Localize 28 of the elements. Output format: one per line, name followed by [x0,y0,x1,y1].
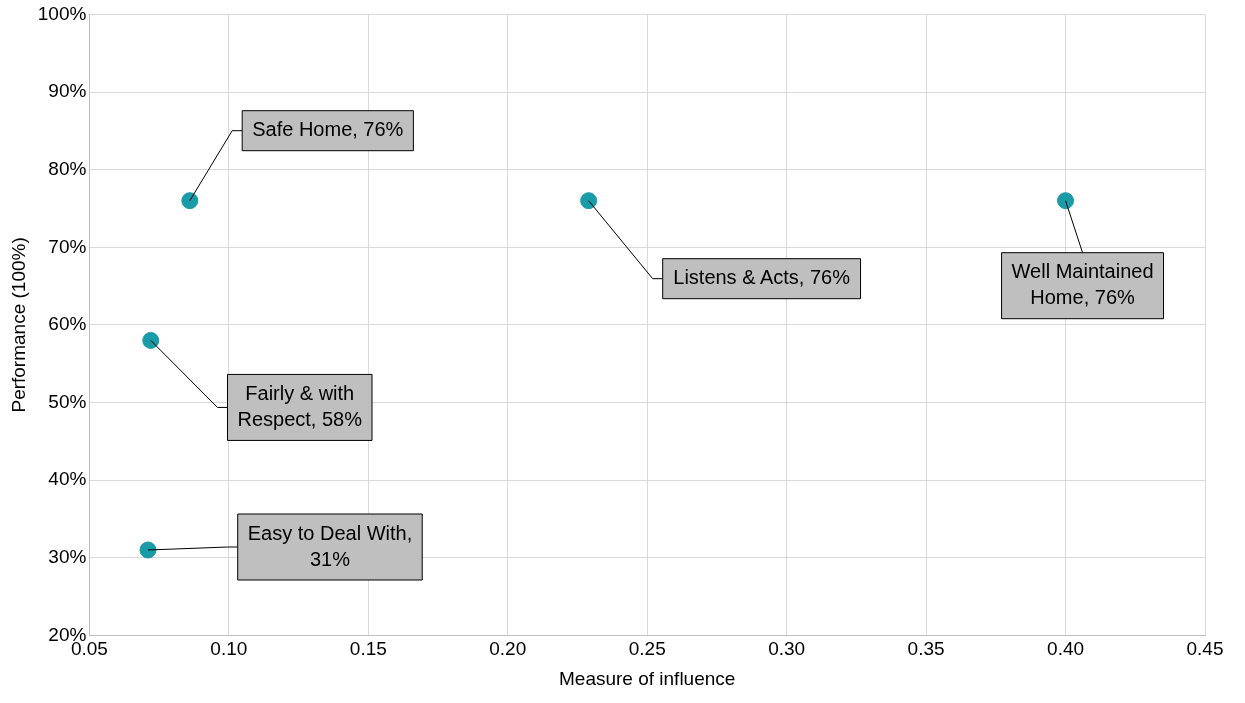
point [580,192,598,210]
point [142,331,160,349]
y-tick-label: 40% [48,468,87,490]
point [139,541,157,559]
x-tick-label: 0.40 [1047,638,1085,660]
point [181,192,199,210]
x-tick-label: 0.20 [489,638,527,660]
y-tick-label: 70% [48,235,87,257]
y-tick-label: 80% [48,157,87,179]
x-axis-title: Measure of influence [559,667,736,689]
annotation: Listens & Acts, 76% [673,266,851,289]
x-tick-label: 0.35 [907,638,945,660]
x-tick-label: 0.10 [210,638,248,660]
x-tick-label: 0.30 [768,638,806,660]
y-tick-label: 50% [48,390,87,412]
annotation: Well Maintained Home, 76% [1011,260,1154,309]
y-axis-title: Performance (100%) [7,237,29,413]
y-tick-label: 60% [48,313,87,335]
annotation: Fairly & with Respect, 58% [237,381,363,430]
x-tick-label: 0.15 [349,638,387,660]
point [1057,192,1075,210]
y-tick-label: 100% [37,2,87,24]
y-tick-label: 90% [48,80,87,102]
x-tick-label: 0.45 [1186,638,1224,660]
annotation: Easy to Deal With, 31% [247,521,413,570]
y-tick-label: 30% [48,546,87,568]
annotation: Safe Home, 76% [252,118,404,141]
x-tick-label: 0.25 [628,638,666,660]
